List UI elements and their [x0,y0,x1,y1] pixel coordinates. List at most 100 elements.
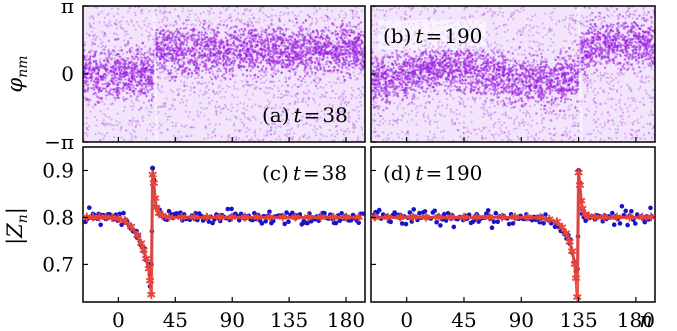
phase-point [304,66,307,70]
phase-point [139,92,142,95]
phase-point [124,33,127,37]
phase-point [640,75,643,78]
phase-point [516,115,519,118]
phase-point [170,88,173,92]
phase-point [250,64,253,68]
phase-point [360,9,363,12]
phase-point [590,82,593,85]
phase-point [190,46,194,49]
phase-point [84,41,87,44]
phase-point [233,85,236,88]
phase-point [480,135,484,138]
phase-point [341,45,344,49]
phase-point [249,58,252,62]
phase-point [169,56,172,60]
phase-point [358,94,361,97]
phase-point [203,27,206,31]
phase-point [357,136,360,139]
phase-point [177,47,180,50]
phase-point [97,13,100,16]
phase-point [416,97,419,100]
phase-point [139,94,142,97]
phase-point [334,125,337,128]
phase-point [180,72,184,75]
phase-point [102,78,105,82]
phase-point [240,21,243,24]
phase-point [105,97,108,100]
phase-point [88,69,91,73]
phase-point [193,126,196,129]
phase-point [144,79,148,83]
phase-point [521,121,524,124]
phase-point [263,19,266,22]
phase-point [285,63,289,66]
phase-point [280,41,283,45]
phase-point [242,84,245,87]
phase-point [271,75,274,78]
phase-point [337,69,340,72]
phase-point [303,133,306,136]
phase-point [557,103,561,106]
phase-point [637,121,640,124]
phase-point [281,119,284,122]
phase-point [323,41,326,45]
phase-point [189,86,192,89]
phase-point [482,126,485,129]
phase-point [318,138,322,141]
phase-point [171,47,174,50]
phase-point [135,98,138,101]
phase-point [639,137,642,140]
phase-point [510,46,513,49]
phase-point [117,81,120,84]
phase-point [143,90,146,93]
phase-point [326,56,329,59]
phase-point [111,66,114,69]
phase-point [135,71,139,75]
phase-point [96,35,99,38]
phase-point [246,25,250,28]
phase-point [259,73,263,76]
phase-point [186,31,190,34]
phase-point [484,113,487,116]
phase-point [469,79,472,82]
phase-point [341,65,344,68]
phase-point [104,34,107,37]
phase-point [343,90,346,93]
phase-point [463,105,466,108]
phase-point [145,57,148,61]
phase-point [499,44,502,47]
phase-point [405,13,408,16]
phase-point [348,130,351,133]
phase-point [554,113,557,116]
phase-point [407,132,410,135]
phase-point [130,83,133,87]
phase-point [274,48,277,51]
phase-point [555,104,558,108]
phase-point [158,122,161,125]
phase-point [271,43,274,46]
phase-point [237,12,240,15]
phase-point [205,36,209,39]
phase-point [330,56,334,59]
phase-point [222,47,225,50]
phase-point [352,124,355,127]
phase-point [510,59,514,62]
phase-point [340,51,343,54]
phase-point [475,133,478,136]
phase-point [164,112,167,115]
phase-point [151,126,154,129]
phase-point [360,39,363,42]
phase-point [201,49,204,52]
phase-point [201,26,205,29]
phase-point [247,83,250,87]
phase-point [269,64,272,68]
phase-point [238,137,241,140]
phase-point [108,56,111,59]
phase-point [490,133,493,136]
phase-point [568,25,571,28]
phase-point [91,15,94,18]
phase-point [442,81,445,84]
phase-point [190,126,193,129]
phase-point [115,120,118,123]
phase-point [593,97,596,100]
